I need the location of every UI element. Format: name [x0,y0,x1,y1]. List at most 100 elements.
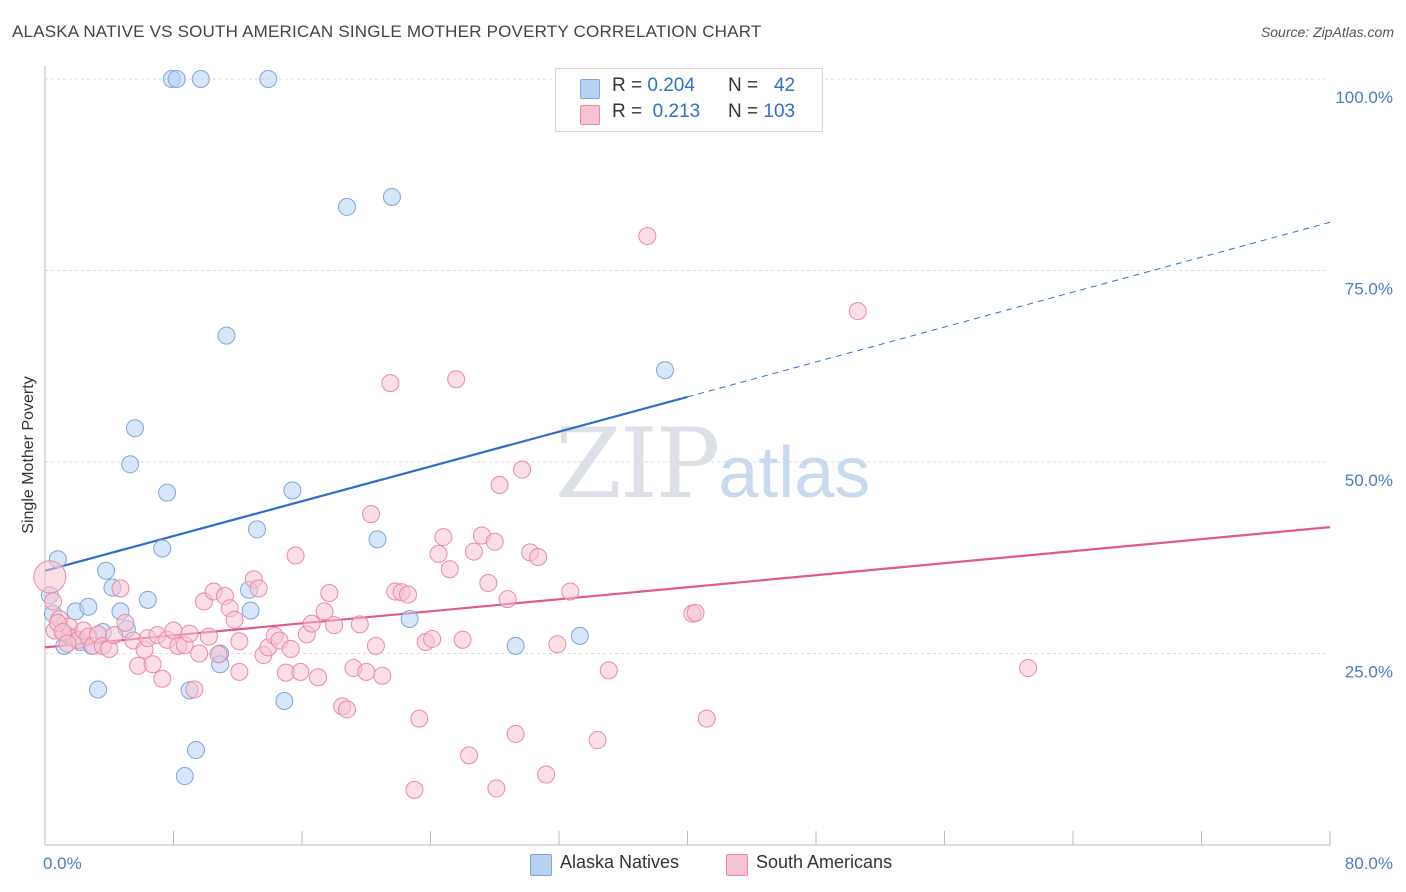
data-point-alaska-natives [217,326,236,345]
legend-r-label: R = [612,101,643,122]
data-point-alaska-natives [167,70,186,88]
data-point-south-americans [357,662,376,681]
watermark: ZIPatlas [555,408,870,520]
data-point-south-americans [143,655,162,674]
data-point-south-americans [153,669,172,688]
data-point-alaska-natives [656,361,675,380]
data-point-south-americans [453,630,472,649]
data-point-south-americans [686,603,705,622]
data-point-south-americans [848,302,867,321]
data-point-south-americans [249,579,268,598]
data-point-south-americans [561,582,580,601]
data-point-alaska-natives [382,187,401,206]
data-point-south-americans [490,475,509,494]
data-point-south-americans [33,560,67,594]
data-point-south-americans [440,560,459,579]
data-point-alaska-natives [275,691,294,710]
y-tick-label: 75.0% [1345,280,1393,299]
data-point-alaska-natives [506,636,525,655]
data-point-alaska-natives [175,767,194,786]
data-point-south-americans [697,709,716,728]
axes [44,66,1331,846]
legend-r-value: 0.204 [647,75,695,96]
y-tick-label: 100.0% [1335,88,1393,107]
y-tick-label: 50.0% [1345,471,1393,490]
data-point-south-americans [447,370,466,389]
legend-r-label: R = [612,75,643,96]
data-point-south-americans [373,666,392,685]
data-point-south-americans [309,668,328,687]
data-point-south-americans [529,547,548,566]
data-point-south-americans [506,724,525,743]
data-point-south-americans [105,626,124,645]
data-point-alaska-natives [121,455,140,474]
data-point-alaska-natives [125,419,144,438]
data-point-alaska-natives [97,561,116,580]
data-point-alaska-natives [259,70,278,88]
data-point-south-americans [325,616,344,635]
data-point-alaska-natives [400,610,419,629]
data-point-south-americans [225,610,244,629]
trend-line-alaska-natives [44,395,688,572]
y-tick-label: 25.0% [1345,663,1393,682]
data-point-alaska-natives [283,481,302,500]
watermark-atlas: atlas [718,433,871,513]
data-point-south-americans [464,542,483,561]
legend-n-label: N = [728,101,759,122]
legend-swatch-alaska-natives [580,79,600,99]
data-point-alaska-natives [337,197,356,216]
data-point-south-americans [487,779,506,798]
data-point-south-americans [286,546,305,565]
data-point-south-americans [479,574,498,593]
bottom-legend-label: South Americans [756,852,893,872]
data-point-alaska-natives [153,539,172,558]
data-point-alaska-natives [79,597,98,616]
data-point-alaska-natives [241,601,260,620]
data-point-south-americans [513,460,532,479]
data-point-south-americans [434,528,453,547]
data-point-south-americans [350,615,369,634]
x-tick-label: 0.0% [43,854,82,873]
data-point-south-americans [281,639,300,658]
data-point-south-americans [185,680,204,699]
trend-line-extension-alaska-natives [687,221,1331,398]
watermark-zip: ZIP [555,408,720,520]
data-point-alaska-natives [368,530,387,549]
data-point-south-americans [164,621,183,640]
data-point-south-americans [209,645,228,664]
chart-source: Source: ZipAtlas.com [1260,24,1394,40]
bottom-legend-label: Alaska Natives [560,852,680,872]
data-point-south-americans [498,590,517,609]
data-point-south-americans [315,602,334,621]
data-point-south-americans [199,627,218,646]
legend-n-label: N = [728,75,759,96]
trend-line-south-americans [44,526,1331,649]
data-point-south-americans [230,632,249,651]
data-point-south-americans [190,644,209,663]
data-point-south-americans [44,592,63,611]
legend-n-value: 103 [763,101,796,122]
data-point-south-americans [362,505,381,524]
legend-swatch-south-americans [580,105,600,125]
data-point-alaska-natives [186,741,205,760]
data-point-alaska-natives [248,520,267,539]
correlation-legend: R = 0.204 N = 42 R = 0.213 N = 103 [555,68,823,132]
data-point-south-americans [116,613,135,632]
data-point-alaska-natives [158,483,177,502]
data-point-south-americans [180,624,199,643]
grid-lines [45,78,1330,654]
data-point-alaska-natives [570,626,589,645]
data-point-south-americans [548,635,567,654]
data-point-south-americans [320,583,339,602]
data-point-south-americans [423,629,442,648]
data-point-south-americans [337,700,356,719]
tick-labels: 25.0% 50.0% 75.0% 100.0% 0.0% 80.0% [43,88,1393,873]
chart-title: ALASKA NATIVE VS SOUTH AMERICAN SINGLE M… [12,22,762,41]
data-point-south-americans [638,227,657,246]
trend-lines [44,221,1331,649]
data-point-south-americans [111,579,130,598]
legend-r-value: 0.213 [652,101,701,122]
legend-n-value: 42 [773,75,796,96]
data-point-south-americans [460,746,479,765]
